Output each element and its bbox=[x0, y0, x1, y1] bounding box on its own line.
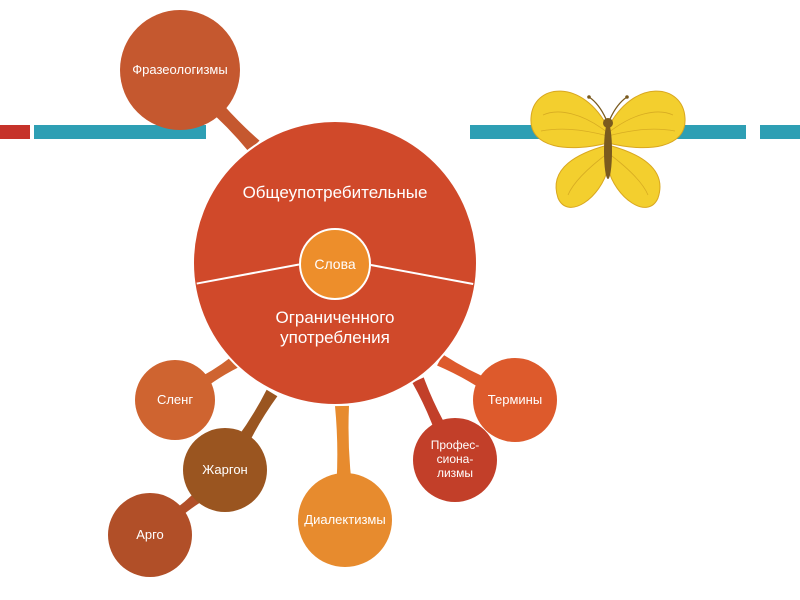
header-stripe-segment bbox=[0, 125, 30, 139]
satellite-phraseologisms: Фразеологизмы bbox=[120, 10, 240, 130]
satellite-label: Фразеологизмы bbox=[128, 63, 231, 78]
satellite-dialectisms: Диалектизмы bbox=[298, 473, 392, 567]
main-bottom-label: Ограниченногоупотребления bbox=[215, 308, 455, 348]
satellite-argo: Арго bbox=[108, 493, 192, 577]
satellite-label: Арго bbox=[132, 528, 168, 543]
center-node: Слова bbox=[299, 228, 371, 300]
main-top-label: Общеупотребительные bbox=[215, 183, 455, 203]
satellite-label: Жаргон bbox=[198, 463, 251, 478]
satellite-slang: Сленг bbox=[135, 360, 215, 440]
butterfly-icon bbox=[523, 73, 693, 223]
satellite-label: Сленг bbox=[153, 393, 197, 408]
satellite-terms: Термины bbox=[473, 358, 557, 442]
satellite-label: Диалектизмы bbox=[300, 513, 389, 528]
header-stripe-segment bbox=[760, 125, 800, 139]
satellite-label: Термины bbox=[484, 393, 546, 408]
center-node-label: Слова bbox=[310, 256, 359, 272]
satellite-label: Профес- сиона- лизмы bbox=[427, 439, 484, 480]
satellite-jargon: Жаргон bbox=[183, 428, 267, 512]
satellite-professionalisms: Профес- сиона- лизмы bbox=[413, 418, 497, 502]
